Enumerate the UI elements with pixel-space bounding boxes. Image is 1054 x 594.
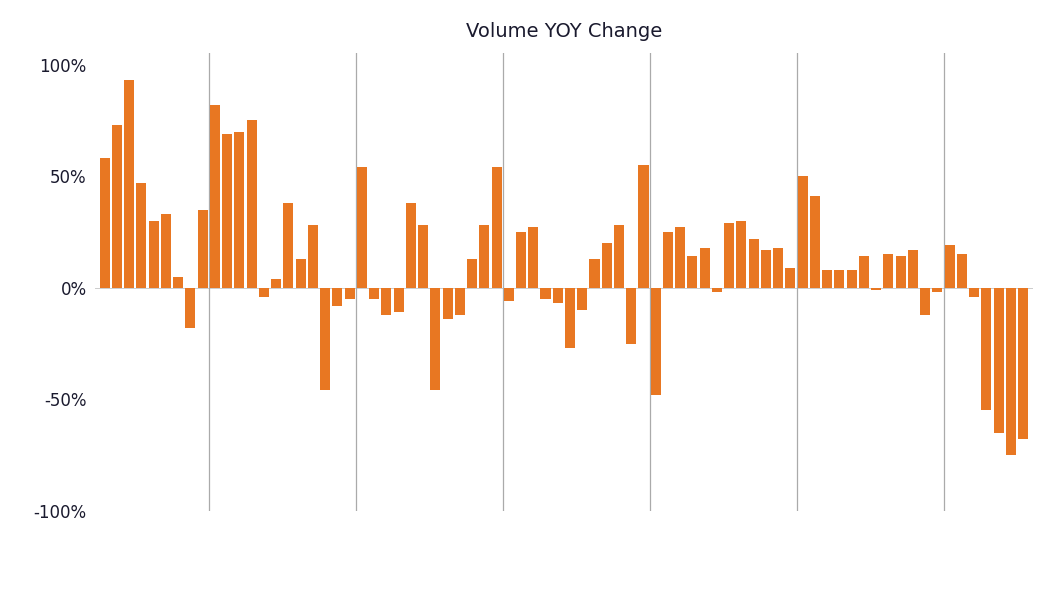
Bar [284, 203, 293, 287]
Bar [1018, 287, 1028, 440]
Bar [112, 125, 122, 287]
Bar [357, 168, 367, 287]
Bar [210, 105, 220, 287]
Bar [785, 268, 796, 287]
Bar [136, 183, 147, 287]
Bar [491, 168, 502, 287]
Bar [382, 287, 391, 314]
Bar [614, 225, 624, 287]
Bar [504, 287, 513, 301]
Bar [737, 221, 746, 287]
Bar [454, 287, 465, 314]
Bar [247, 121, 256, 287]
Bar [872, 287, 881, 290]
Bar [676, 228, 685, 287]
Bar [345, 287, 354, 299]
Bar [467, 259, 477, 287]
Bar [920, 287, 931, 314]
Bar [186, 287, 195, 328]
Bar [443, 287, 452, 319]
Bar [626, 287, 637, 343]
Bar [846, 270, 857, 287]
Bar [896, 257, 905, 287]
Bar [944, 245, 955, 287]
Bar [100, 159, 110, 287]
Bar [883, 254, 894, 287]
Bar [406, 203, 416, 287]
Bar [1006, 287, 1016, 455]
Bar [259, 287, 269, 296]
Bar [602, 243, 611, 287]
Bar [369, 287, 379, 299]
Bar [161, 214, 171, 287]
Bar [933, 287, 942, 292]
Bar [234, 131, 245, 287]
Bar [748, 239, 759, 287]
Bar [149, 221, 159, 287]
Bar [969, 287, 979, 296]
Bar [663, 232, 674, 287]
Bar [957, 254, 967, 287]
Bar [809, 196, 820, 287]
Bar [687, 257, 698, 287]
Bar [639, 165, 648, 287]
Bar [124, 80, 134, 287]
Bar [907, 250, 918, 287]
Bar [981, 287, 992, 410]
Bar [320, 287, 330, 390]
Bar [711, 287, 722, 292]
Bar [197, 210, 208, 287]
Bar [222, 134, 232, 287]
Bar [528, 228, 539, 287]
Bar [480, 225, 489, 287]
Bar [774, 248, 783, 287]
Bar [541, 287, 550, 299]
Bar [418, 225, 428, 287]
Bar [430, 287, 441, 390]
Bar [332, 287, 343, 305]
Bar [835, 270, 844, 287]
Bar [994, 287, 1003, 433]
Bar [173, 277, 183, 287]
Bar [761, 250, 770, 287]
Bar [552, 287, 563, 304]
Bar [295, 259, 306, 287]
Bar [650, 287, 661, 395]
Title: Volume YOY Change: Volume YOY Change [466, 22, 662, 41]
Bar [578, 287, 587, 310]
Bar [271, 279, 281, 287]
Bar [859, 257, 868, 287]
Bar [822, 270, 833, 287]
Bar [724, 223, 735, 287]
Bar [589, 259, 600, 287]
Bar [516, 232, 526, 287]
Bar [798, 176, 807, 287]
Bar [393, 287, 404, 312]
Bar [565, 287, 575, 348]
Bar [308, 225, 318, 287]
Bar [700, 248, 709, 287]
